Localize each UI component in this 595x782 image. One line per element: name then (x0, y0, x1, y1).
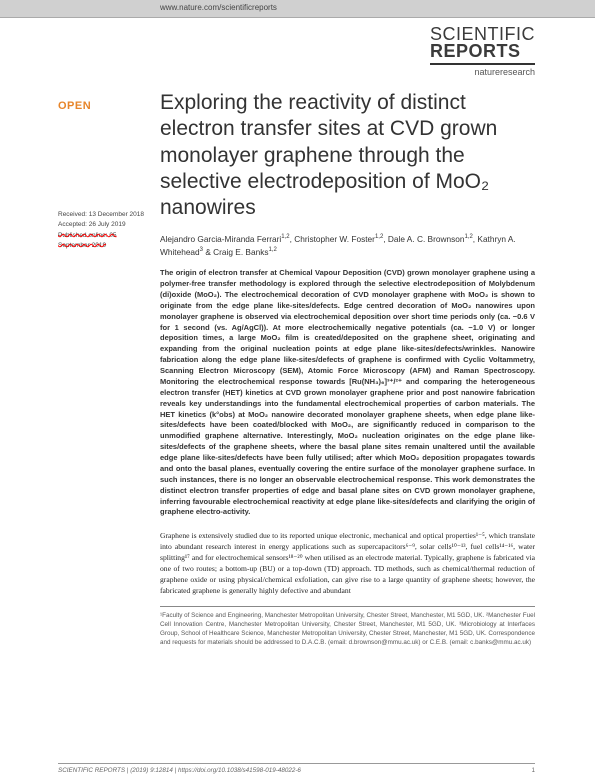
top-url-bar: www.nature.com/scientificreports (0, 0, 595, 18)
open-access-tag: OPEN (58, 100, 91, 112)
footer-citation: SCIENTIFIC REPORTS | (2019) 9:12814 | ht… (58, 767, 301, 774)
abstract-text: The origin of electron transfer at Chemi… (160, 268, 535, 518)
article-title: Exploring the reactivity of distinct ele… (160, 90, 535, 221)
authors-list: Alejandro Garcia-Miranda Ferrari1,2, Chr… (160, 233, 535, 258)
header: SCIENTIFIC REPORTS natureresearch (0, 18, 595, 90)
top-url: www.nature.com/scientificreports (160, 3, 277, 12)
body-paragraph: Graphene is extensively studied due to i… (160, 530, 535, 596)
article-meta: Received: 13 December 2018 Accepted: 26 … (58, 210, 150, 252)
meta-received: Received: 13 December 2018 (58, 210, 150, 220)
meta-published: Published online: 05 September 2019 (58, 231, 150, 252)
main-content: Exploring the reactivity of distinct ele… (0, 90, 595, 648)
affiliations-text: ¹Faculty of Science and Engineering, Man… (160, 606, 535, 647)
journal-logo: SCIENTIFIC REPORTS natureresearch (430, 26, 535, 77)
logo-sub: natureresearch (430, 63, 535, 77)
meta-accepted: Accepted: 26 July 2019 (58, 220, 150, 230)
page-footer: SCIENTIFIC REPORTS | (2019) 9:12814 | ht… (58, 763, 535, 774)
footer-page-number: 1 (531, 767, 535, 774)
logo-line2: REPORTS (430, 43, 535, 60)
